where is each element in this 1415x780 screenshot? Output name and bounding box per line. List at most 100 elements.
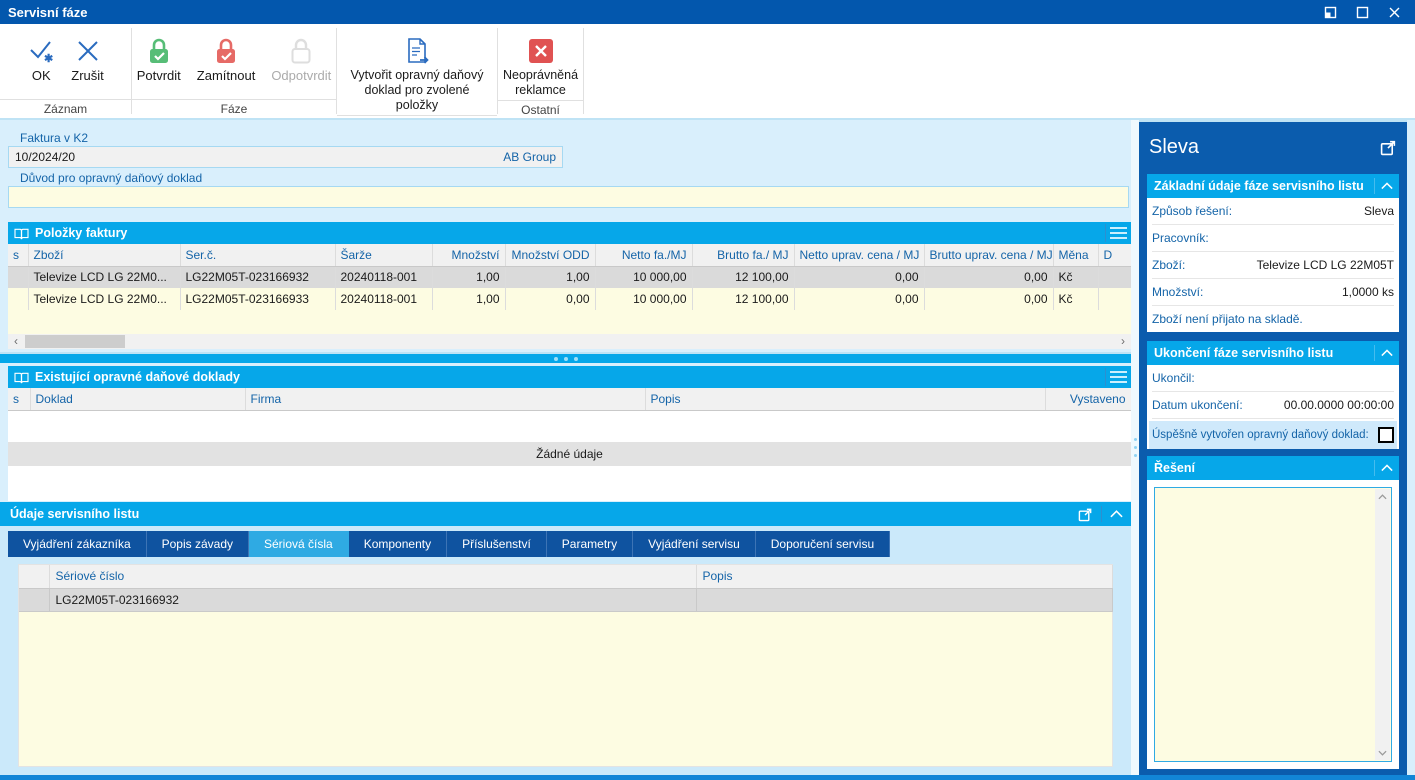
- phase-completion-card: Ukončení fáze servisního listu Ukončil: …: [1147, 341, 1399, 449]
- col-header[interactable]: Netto fa./MJ: [595, 244, 693, 267]
- create-corrective-document-label: Vytvořit opravný daňový doklad pro zvole…: [350, 68, 484, 112]
- svg-text:✱: ✱: [44, 53, 53, 64]
- toolbar: ✱ OK Zrušit Záznam: [0, 24, 1415, 132]
- table-row[interactable]: Televize LCD LG 22M0... LG22M05T-0231669…: [8, 266, 1132, 288]
- scroll-up-icon[interactable]: [1378, 489, 1387, 504]
- col-header[interactable]: s: [8, 388, 31, 411]
- ok-label: OK: [31, 68, 51, 83]
- col-header[interactable]: Zboží: [28, 244, 181, 267]
- collapse-icon[interactable]: [1110, 507, 1123, 521]
- scroll-down-icon[interactable]: [1378, 745, 1387, 760]
- scroll-right-icon[interactable]: ›: [1121, 334, 1125, 348]
- serial-header-row: Sériové číslo Popis: [19, 565, 1113, 589]
- tab-popis-zavady[interactable]: Popis závady: [146, 531, 249, 557]
- window-bottom-edge: [0, 775, 1415, 780]
- tab-vyjadreni-servisu[interactable]: Vyjádření servisu: [633, 531, 756, 557]
- col-header[interactable]: Vystaveno: [1045, 388, 1132, 411]
- group-label-zaznam: Záznam: [0, 99, 131, 118]
- unconfirm-label: Odpotvrdit: [271, 68, 332, 83]
- info-row: Zboží: Televize LCD LG 22M05T: [1152, 252, 1394, 279]
- info-row: Způsob řešení: Sleva: [1152, 198, 1394, 225]
- popout-icon[interactable]: [1380, 139, 1397, 156]
- green-lock-check-icon: [146, 34, 172, 68]
- tab-vyjadreni-zakaznika[interactable]: Vyjádření zákazníka: [8, 531, 147, 557]
- stock-note: Zboží není přijato na skladě.: [1152, 312, 1303, 326]
- serial-numbers-table: Sériové číslo Popis LG22M05T-023166932: [19, 565, 1113, 612]
- col-header[interactable]: Sériové číslo: [49, 565, 697, 589]
- info-row: Datum ukončení: 00.00.0000 00:00:00: [1152, 392, 1394, 419]
- horizontal-scrollbar[interactable]: ‹ ›: [8, 334, 1131, 349]
- window-right-edge: [1407, 120, 1415, 775]
- invoice-company: AB Group: [503, 150, 556, 164]
- table-menu-icon[interactable]: [1105, 224, 1131, 242]
- col-header[interactable]: [19, 565, 50, 589]
- x-icon: [75, 34, 101, 68]
- scroll-left-icon[interactable]: ‹: [14, 334, 18, 348]
- table-menu-icon[interactable]: [1105, 368, 1131, 386]
- corrective-doc-created-checkbox[interactable]: [1378, 427, 1394, 443]
- group-label-ostatni: Ostatní: [498, 100, 583, 119]
- book-icon: [14, 371, 29, 384]
- col-header[interactable]: Popis: [645, 388, 1046, 411]
- vertical-splitter[interactable]: [1131, 120, 1139, 775]
- corrective-docs-table: s Doklad Firma Popis Vystaveno: [8, 388, 1132, 411]
- unauthorized-claim-button[interactable]: Neoprávněná reklamce: [499, 30, 582, 100]
- col-header[interactable]: Množství: [432, 244, 506, 267]
- scrollbar-thumb[interactable]: [25, 335, 125, 348]
- serial-numbers-table-wrap: Sériové číslo Popis LG22M05T-023166932: [18, 564, 1113, 767]
- maximize-icon[interactable]: [1353, 3, 1371, 21]
- tab-doporuceni-servisu[interactable]: Doporučení servisu: [755, 531, 891, 557]
- col-header[interactable]: Ser.č.: [180, 244, 336, 267]
- ok-button[interactable]: ✱ OK: [19, 30, 63, 99]
- horizontal-splitter[interactable]: [0, 352, 1131, 363]
- collapse-icon[interactable]: [1374, 460, 1399, 476]
- col-header[interactable]: Brutto uprav. cena / MJ: [924, 244, 1054, 267]
- no-data-band: Žádné údaje: [8, 441, 1131, 466]
- cancel-button[interactable]: Zrušit: [63, 30, 112, 99]
- table-row[interactable]: Televize LCD LG 22M0... LG22M05T-0231669…: [8, 288, 1132, 310]
- popout-icon[interactable]: [1078, 507, 1093, 522]
- col-header[interactable]: Šarže: [335, 244, 433, 267]
- service-tabs: Vyjádření zákazníka Popis závady Sériová…: [8, 531, 1131, 557]
- gray-lock-icon: [288, 34, 314, 68]
- col-header[interactable]: Brutto fa./ MJ: [692, 244, 795, 267]
- tab-komponenty[interactable]: Komponenty: [348, 531, 448, 557]
- collapse-icon[interactable]: [1374, 345, 1399, 361]
- col-header[interactable]: Firma: [245, 388, 646, 411]
- col-header[interactable]: Netto uprav. cena / MJ: [794, 244, 925, 267]
- confirm-button[interactable]: Potvrdit: [129, 30, 189, 99]
- col-header[interactable]: Měna: [1053, 244, 1099, 267]
- reject-button[interactable]: Zamítnout: [189, 30, 264, 99]
- col-header[interactable]: Popis: [696, 565, 1113, 589]
- title-bar: Servisní fáze: [0, 0, 1415, 24]
- toolbar-group-ostatni: Neoprávněná reklamce Ostatní: [498, 24, 583, 118]
- col-header[interactable]: s: [8, 244, 29, 267]
- corrective-reason-label: Důvod pro opravný daňový doklad: [20, 171, 203, 185]
- vertical-scrollbar[interactable]: [1375, 489, 1390, 760]
- tab-seriova-cisla[interactable]: Sériová čísla: [249, 531, 349, 557]
- basic-phase-data-card: Základní údaje fáze servisního listu Způ…: [1147, 174, 1399, 332]
- dock-window-icon[interactable]: [1321, 3, 1339, 21]
- close-icon[interactable]: [1385, 3, 1403, 21]
- col-header[interactable]: Množství ODD: [505, 244, 596, 267]
- info-row: Pracovník:: [1152, 225, 1394, 252]
- book-icon: [14, 227, 29, 240]
- tab-parametry[interactable]: Parametry: [546, 531, 634, 557]
- solution-textarea[interactable]: [1154, 487, 1392, 762]
- tab-prislusenstvi[interactable]: Příslušenství: [447, 531, 547, 557]
- corrective-reason-input[interactable]: [8, 186, 1129, 208]
- reject-label: Zamítnout: [196, 68, 256, 83]
- service-sheet-panel: Údaje servisního listu Vyjádření zákazní…: [0, 502, 1131, 775]
- create-corrective-document-button[interactable]: Vytvořit opravný daňový doklad pro zvole…: [339, 30, 495, 115]
- col-header[interactable]: Doklad: [30, 388, 246, 411]
- corrective-doc-created-label: Úspěšně vytvořen opravný daňový doklad:: [1152, 429, 1369, 441]
- info-row: Ukončil:: [1152, 365, 1394, 392]
- col-header[interactable]: D: [1098, 244, 1132, 267]
- confirm-label: Potvrdit: [136, 68, 181, 83]
- table-row[interactable]: LG22M05T-023166932: [19, 588, 1113, 612]
- invoice-number: 10/2024/20: [15, 150, 76, 164]
- invoice-field[interactable]: 10/2024/20 AB Group: [8, 146, 563, 168]
- collapse-icon[interactable]: [1374, 178, 1399, 194]
- red-lock-check-icon: [213, 34, 239, 68]
